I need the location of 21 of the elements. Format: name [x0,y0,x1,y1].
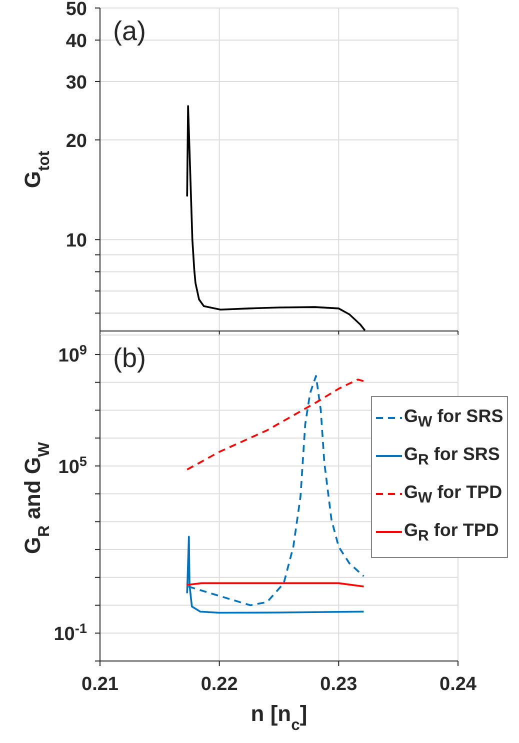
legend-label: G$_{W}$ for TPD [404,482,502,506]
legend-label: G$_{R}$ for TPD [404,520,499,544]
annotation: (a) [113,16,146,47]
line-series [186,105,366,331]
y-tick-label: 40 [66,31,87,52]
y-tick-label: 10$^{5}$ [58,453,88,478]
annotation: (b) [113,343,146,374]
y-tick-label: 50 [66,0,87,20]
x-tick-label: 0.21 [82,674,119,695]
x-tick-label: 0.24 [440,674,477,695]
x-tick-label: 0.23 [320,674,358,695]
legend-label: G$_{W}$ for SRS [404,406,504,430]
x-tick-label: 0.22 [200,674,238,695]
line-series [186,378,365,470]
y-tick-label: 30 [66,72,87,94]
y-tick-label: 10$^{9}$ [58,342,88,366]
legend-label: G$_{R}$ for SRS [404,444,500,468]
y-tick-label: 20 [66,130,87,152]
y-tick-label: 10$^{-1}$ [54,620,88,646]
y-tick-label: 10 [66,230,87,252]
x-axis-title: n [n$_{c}$] [250,701,308,734]
